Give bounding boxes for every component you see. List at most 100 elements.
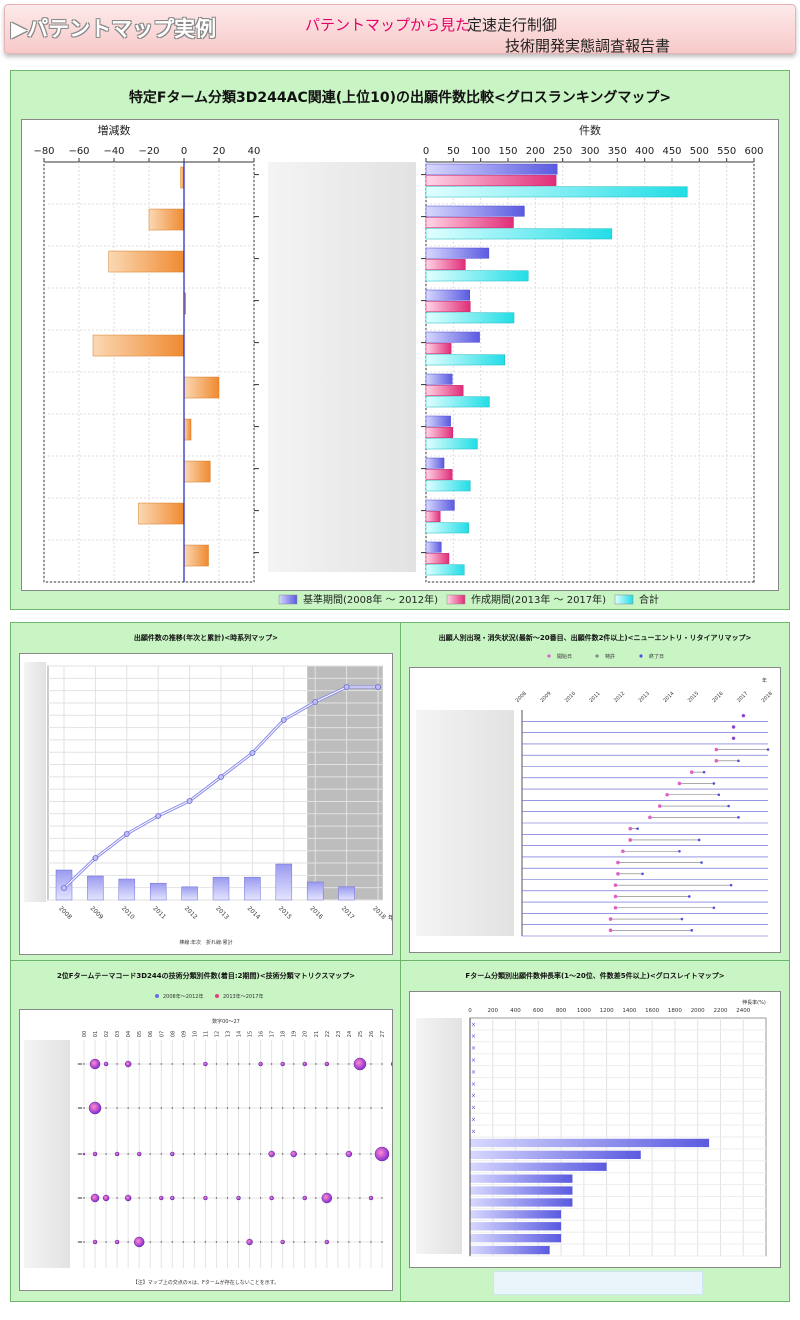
matrix-grid-dot	[83, 1107, 85, 1109]
er-end-point	[690, 929, 694, 932]
diff-tick-label: 40	[248, 146, 261, 157]
matrix-x-tick-label: 16	[259, 1031, 265, 1037]
matrix-bubble	[170, 1195, 175, 1201]
count-tick-label: 350	[608, 146, 627, 157]
ts-x-unit: 年	[388, 914, 392, 922]
count-tick-label: 50	[447, 146, 460, 157]
er-x-unit: 年	[762, 677, 767, 684]
top-chart-legend: 基準期間(2008年 ～ 2012年) 作成期間(2013年 ～ 2017年) 合計	[278, 593, 659, 606]
growth-tick-label: 2400	[736, 1008, 750, 1014]
growth-zero-mark: ×	[471, 1045, 476, 1052]
matrix-x-tick-label: 05	[137, 1031, 143, 1037]
matrix-x-tick-label: 01	[93, 1031, 99, 1037]
matrix-x-tick-label: 25	[358, 1031, 364, 1037]
ts-point	[343, 684, 350, 690]
er-start-point	[628, 838, 633, 842]
ts-bar	[275, 863, 293, 901]
matrix-title: 2位Fタームテーマコード3D244の技術分類別件数(着目:2期間)<技術分類マト…	[56, 972, 356, 980]
count-bar	[425, 469, 453, 480]
matrix-grid-dot	[348, 1063, 350, 1065]
er-x-tick-label: 2014	[662, 691, 675, 704]
matrix-grid-dot	[105, 1107, 107, 1109]
matrix-bubble	[324, 1061, 330, 1067]
er-x-tick-label: 2018	[761, 691, 774, 704]
diff-tick-label: 0	[181, 146, 187, 157]
matrix-grid-dot	[359, 1107, 361, 1109]
matrix-x-tick-label: 27	[380, 1031, 386, 1037]
matrix-grid-dot	[105, 1153, 107, 1155]
ts-footnote: 棒線:年次 折れ線:累計	[179, 939, 232, 946]
growth-zero-mark: ×	[471, 1033, 476, 1040]
matrix-grid-dot	[370, 1241, 372, 1243]
matrix-x-tick-label: 02	[104, 1031, 110, 1037]
er-end-point	[732, 725, 735, 729]
ts-bar	[87, 875, 104, 901]
count-tick-label: 600	[744, 146, 763, 157]
top-chart-panel: 特定Fターム分類3D244AC関連(上位10)の出願件数比較<グロスランキングマ…	[10, 70, 790, 610]
ts-x-tick-label: 2013	[214, 905, 230, 921]
count-tick-label: 250	[553, 146, 572, 157]
matrix-bubble	[92, 1239, 98, 1245]
matrix-grid-dot	[281, 1197, 284, 1199]
er-end-point	[729, 883, 733, 887]
growth-zero-mark: ×	[471, 1021, 476, 1028]
er-label-area	[416, 710, 514, 936]
count-bar	[425, 301, 471, 312]
er-end-point	[737, 759, 740, 763]
er-end-point	[717, 793, 721, 797]
matrix-grid-dot	[149, 1107, 151, 1109]
growth-bar	[470, 1198, 573, 1207]
matrix-x-tick-label: 24	[347, 1031, 353, 1037]
entry-retire-frame: 2008 2009 2010 2011 2012 2013 2014 2015 2016 2017…	[409, 667, 781, 953]
count-bar	[425, 522, 469, 534]
growth-tick-label: 600	[533, 1008, 544, 1014]
matrix-grid-dot	[149, 1241, 151, 1243]
ts-bar	[306, 881, 324, 901]
diff-bar	[148, 208, 185, 231]
growth-tick-label: 800	[556, 1008, 567, 1014]
matrix-bubble	[170, 1151, 175, 1157]
matrix-grid-dot	[83, 1063, 85, 1065]
er-start-point	[657, 804, 662, 808]
matrix-bubble	[92, 1151, 98, 1157]
top-chart-title: 特定Fターム分類3D244AC関連(上位10)の出願件数比較<グロスランキングマ…	[128, 90, 672, 106]
matrix-grid-dot	[337, 1063, 339, 1065]
matrix-bubble	[302, 1195, 307, 1201]
count-bar	[425, 354, 505, 366]
matrix-grid-dot	[337, 1107, 339, 1109]
matrix-legend: 2008年～2012年 2013年～2017年	[155, 993, 263, 1000]
matrix-bubble	[124, 1194, 132, 1202]
matrix-grid-dot	[270, 1107, 273, 1109]
growth-tick-label: 400	[510, 1008, 521, 1014]
growth-bar	[470, 1210, 562, 1219]
ts-x-tick-label: 2015	[277, 905, 293, 921]
ts-x-tick-label: 2016	[308, 905, 324, 921]
growth-bar	[470, 1222, 562, 1231]
matrix-grid-dot	[293, 1107, 295, 1109]
matrix-grid-dot	[138, 1063, 140, 1065]
growth-bar	[470, 1233, 562, 1243]
matrix-grid-dot	[259, 1153, 262, 1155]
legend-label: 基準期間(2008年 ～ 2012年)	[303, 593, 438, 606]
top-chart-svg: −80 −60 −40 −20 0 20 40 増減数 0 50 100 150 200 250 300 35…	[33, 123, 764, 583]
matrix-bubble	[133, 1236, 145, 1248]
er-end-point	[766, 748, 770, 751]
matrix-legend-label: 2008年～2012年	[163, 993, 203, 1000]
growth-axis-unit: 伸長率(%)	[742, 999, 766, 1006]
matrix-grid-dot	[326, 1107, 328, 1109]
ts-ylabel-area	[24, 662, 46, 902]
matrix-legend-mark	[155, 994, 159, 998]
er-x-tick-label: 2010	[564, 691, 577, 704]
header-subtitle: 定速走行制御	[467, 16, 558, 34]
matrix-grid-dot	[226, 1107, 229, 1109]
count-bar	[425, 553, 450, 564]
count-tick-label: 550	[717, 146, 736, 157]
count-tick-label: 100	[471, 146, 490, 157]
diff-tick-label: −60	[68, 146, 89, 157]
matrix-grid-dot	[171, 1107, 173, 1109]
matrix-x-tick-label: 14	[237, 1031, 243, 1037]
matrix-x-tick-label: 11	[203, 1031, 209, 1037]
matrix-grid-dot	[359, 1197, 361, 1199]
matrix-grid-dot	[326, 1153, 328, 1155]
matrix-grid-dot	[337, 1241, 339, 1243]
